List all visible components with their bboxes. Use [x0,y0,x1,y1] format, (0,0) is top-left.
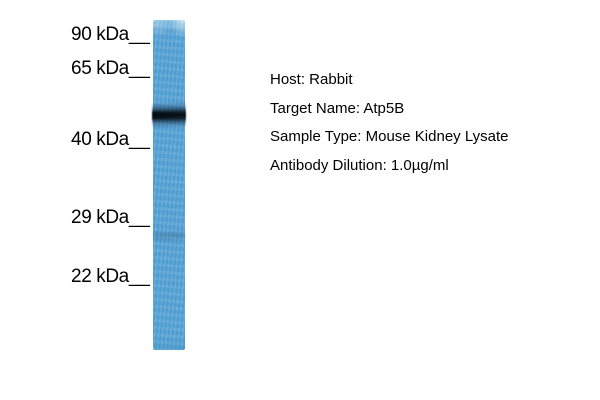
marker-90kda-label: 90 kDa [71,24,129,45]
annotation-sample-type: Sample Type: Mouse Kidney Lysate [270,128,509,145]
protein-band-strong [152,102,186,128]
marker-29kda: 29 kDa__ [0,207,150,229]
marker-29kda-tick-line: __ [128,207,150,228]
marker-29kda-label: 29 kDa [71,207,129,228]
marker-65kda-label: 65 kDa [71,58,129,79]
marker-22kda: 22 kDa__ [0,266,150,288]
marker-22kda-label: 22 kDa [71,266,129,287]
annotation-block: Host: Rabbit Target Name: Atp5B Sample T… [270,66,508,180]
annotation-host: Host: Rabbit [270,71,353,88]
marker-40kda-label: 40 kDa [71,129,129,150]
blot-lane [152,20,186,350]
marker-90kda-tick-line: __ [128,24,150,45]
marker-22kda-tick-line: __ [128,266,150,287]
marker-65kda: 65 kDa__ [0,58,150,80]
marker-90kda: 90 kDa__ [0,24,150,46]
protein-band-faint [153,230,185,242]
marker-40kda: 40 kDa__ [0,129,150,151]
annotation-antibody-dilution: Antibody Dilution: 1.0µg/ml [270,156,449,174]
marker-65kda-tick-line: __ [128,58,150,79]
marker-40kda-tick-line: __ [128,129,150,150]
annotation-target-name: Target Name: Atp5B [270,99,405,117]
